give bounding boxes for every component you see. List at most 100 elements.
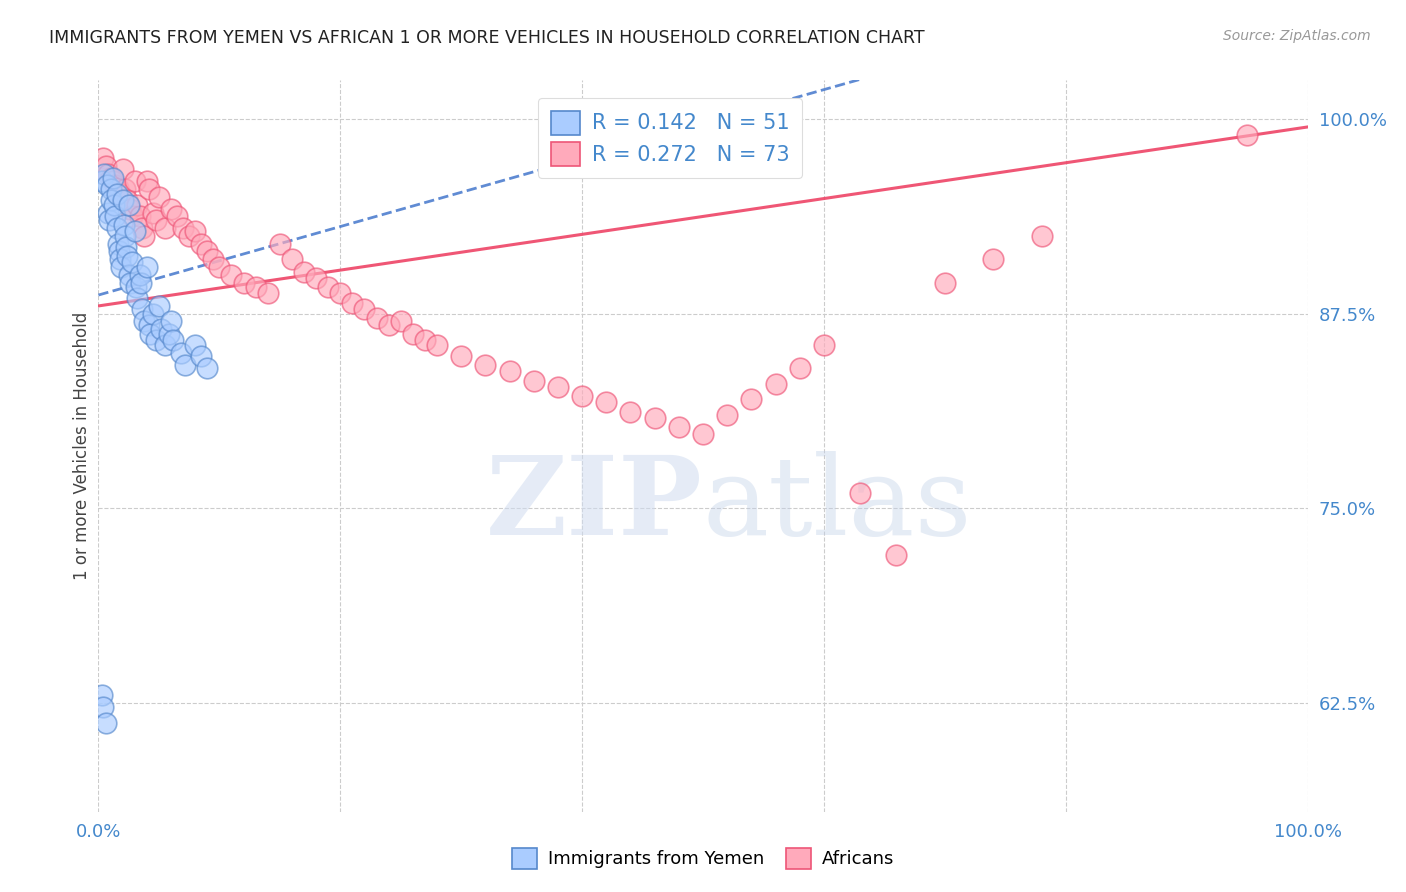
Legend: Immigrants from Yemen, Africans: Immigrants from Yemen, Africans [505, 840, 901, 876]
Point [117, 249, 139, 263]
Point [269, 236, 291, 251]
Point [184, 338, 207, 352]
Point [342, 295, 364, 310]
Point [221, 268, 243, 282]
Point [813, 338, 835, 352]
Point [101, 171, 124, 186]
Point [305, 271, 328, 285]
Point [402, 326, 425, 341]
Point [389, 314, 412, 328]
Point [91, 151, 114, 165]
Point [668, 420, 690, 434]
Point [100, 182, 122, 196]
Point [547, 380, 569, 394]
Point [108, 186, 131, 201]
Point [292, 265, 315, 279]
Point [316, 280, 339, 294]
Point [765, 376, 787, 391]
Point [208, 260, 231, 274]
Point [105, 186, 128, 201]
Point [245, 280, 267, 294]
Point [108, 252, 131, 267]
Point [100, 193, 122, 207]
Point [162, 333, 184, 347]
Point [112, 218, 135, 232]
Point [377, 318, 399, 332]
Point [184, 224, 207, 238]
Point [127, 291, 149, 305]
Point [981, 252, 1004, 267]
Point [172, 221, 194, 235]
Point [166, 209, 188, 223]
Point [114, 228, 136, 243]
Point [450, 349, 472, 363]
Point [142, 205, 165, 219]
Point [139, 326, 162, 341]
Point [117, 193, 139, 207]
Point [91, 700, 114, 714]
Point [97, 205, 120, 219]
Point [160, 202, 183, 217]
Point [426, 338, 449, 352]
Point [91, 174, 114, 188]
Point [142, 307, 165, 321]
Text: IMMIGRANTS FROM YEMEN VS AFRICAN 1 OR MORE VEHICLES IN HOUSEHOLD CORRELATION CHA: IMMIGRANTS FROM YEMEN VS AFRICAN 1 OR MO… [49, 29, 925, 46]
Y-axis label: 1 or more Vehicles in Household: 1 or more Vehicles in Household [73, 312, 91, 580]
Point [96, 178, 118, 192]
Point [135, 260, 157, 274]
Point [849, 485, 872, 500]
Point [104, 209, 127, 223]
Point [111, 161, 134, 176]
Point [131, 301, 153, 316]
Point [114, 182, 136, 196]
Point [131, 221, 153, 235]
Point [498, 364, 520, 378]
Point [98, 213, 121, 227]
Point [94, 716, 117, 731]
Text: Source: ZipAtlas.com: Source: ZipAtlas.com [1223, 29, 1371, 43]
Point [104, 178, 127, 192]
Point [121, 209, 143, 223]
Point [1236, 128, 1258, 142]
Point [118, 268, 141, 282]
Point [100, 171, 122, 186]
Point [1031, 228, 1053, 243]
Point [329, 286, 352, 301]
Point [110, 260, 132, 274]
Point [111, 193, 134, 207]
Point [115, 240, 138, 254]
Point [145, 213, 167, 227]
Point [127, 198, 149, 212]
Point [94, 159, 117, 173]
Point [105, 221, 128, 235]
Point [118, 198, 141, 212]
Point [97, 167, 120, 181]
Point [232, 276, 254, 290]
Point [692, 426, 714, 441]
Point [195, 244, 218, 259]
Point [571, 389, 593, 403]
Point [129, 276, 152, 290]
Point [174, 358, 197, 372]
Point [150, 322, 173, 336]
Point [118, 202, 141, 217]
Point [91, 688, 114, 702]
Point [169, 345, 191, 359]
Point [101, 174, 124, 188]
Text: atlas: atlas [703, 451, 973, 558]
Point [157, 326, 180, 341]
Point [256, 286, 278, 301]
Point [128, 268, 150, 282]
Point [148, 190, 170, 204]
Point [619, 405, 641, 419]
Point [190, 236, 212, 251]
Point [138, 318, 160, 332]
Point [93, 167, 115, 181]
Point [118, 276, 141, 290]
Point [103, 198, 125, 212]
Point [644, 411, 666, 425]
Point [107, 180, 129, 194]
Point [366, 311, 388, 326]
Point [107, 236, 129, 251]
Point [153, 221, 176, 235]
